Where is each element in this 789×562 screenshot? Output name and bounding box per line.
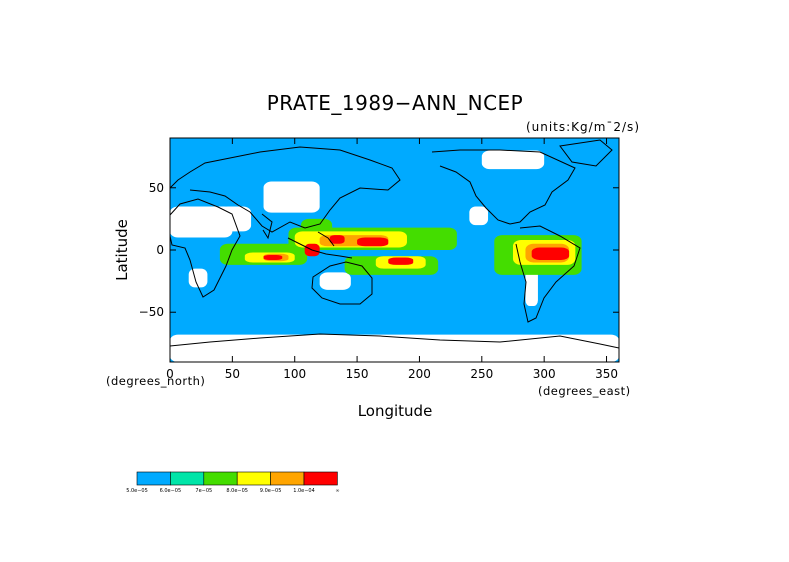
y-axis-label: Latitude — [113, 219, 131, 281]
colorbar-label: 6.0e−05 — [160, 488, 182, 494]
x-unit-note: (degrees_east) — [538, 384, 631, 398]
x-tick-label: 300 — [533, 367, 556, 381]
precip-region-white-2 — [263, 181, 320, 213]
colorbar-swatch — [170, 471, 205, 486]
y-tick-label: 50 — [149, 181, 164, 195]
coastline-india — [261, 213, 273, 240]
colorbar-swatch — [136, 471, 171, 486]
y-tick-label: 0 — [156, 243, 164, 257]
x-tick-label: 150 — [346, 367, 369, 381]
precip-region-red-26 — [531, 247, 570, 260]
colorbar-label: 1.0e−04 — [293, 488, 315, 494]
precip-region-red-25 — [388, 257, 414, 265]
precip-region-white-4 — [319, 272, 351, 290]
coastlines — [169, 139, 620, 349]
colorbar-swatch — [303, 471, 338, 486]
coastline-australia — [311, 261, 373, 305]
x-tick-label: 350 — [595, 367, 618, 381]
x-axis-label: Longitude — [358, 402, 433, 420]
x-tick-label: 0 — [166, 367, 174, 381]
coastline-eurasia — [169, 146, 401, 233]
precip-regions — [170, 150, 619, 362]
colorbar: 5.0e−05 6.0e−05 7e−05 8.0e−05 9.0e−05 1.0e−04… — [126, 471, 339, 494]
precip-region-white-8 — [481, 150, 545, 170]
x-tick-label: 50 — [225, 367, 240, 381]
x-tick-label: 250 — [470, 367, 493, 381]
colorbar-label: 8.0e−05 — [226, 488, 248, 494]
units-label: (units:Kg/m¯2/s) — [526, 120, 640, 134]
coastline-greenland — [559, 139, 613, 167]
precip-region-white-6 — [525, 268, 538, 306]
precip-region-white-1 — [219, 206, 252, 232]
colorbar-label: 5.0e−05 — [126, 488, 148, 494]
colorbar-label: 9.0e−05 — [260, 488, 282, 494]
precip-region-red-24 — [357, 237, 389, 247]
coastline-antarctica — [169, 333, 620, 349]
precip-region-red-23 — [329, 235, 345, 244]
precip-region-white-3 — [188, 268, 208, 288]
x-tick-label: 200 — [408, 367, 431, 381]
precip-region-white-5 — [469, 206, 489, 226]
colorbar-swatch — [203, 471, 238, 486]
colorbar-swatch — [236, 471, 271, 486]
y-unit-note: (degrees_north) — [106, 374, 205, 388]
colorbar-label: ∞ — [335, 488, 339, 494]
y-axis-ticks: 50 0 −50 — [139, 181, 619, 319]
x-axis-ticks: 0 50 100 150 200 250 300 350 — [166, 138, 618, 381]
plot-area — [169, 137, 620, 363]
coastline-africa — [169, 198, 241, 298]
precip-region-white-0 — [170, 206, 233, 238]
colorbar-label: 7e−05 — [195, 488, 212, 494]
colorbar-swatch — [270, 471, 305, 486]
coastline-north-america — [431, 149, 576, 225]
coastline-south-america — [515, 225, 581, 323]
coastline-indonesia — [287, 231, 353, 259]
precip-region-white-7 — [170, 334, 619, 362]
x-tick-label: 100 — [283, 367, 306, 381]
y-tick-label: −50 — [139, 305, 164, 319]
precip-region-red-21 — [263, 254, 283, 260]
chart-title: PRATE_1989−ANN_NCEP — [267, 91, 524, 115]
